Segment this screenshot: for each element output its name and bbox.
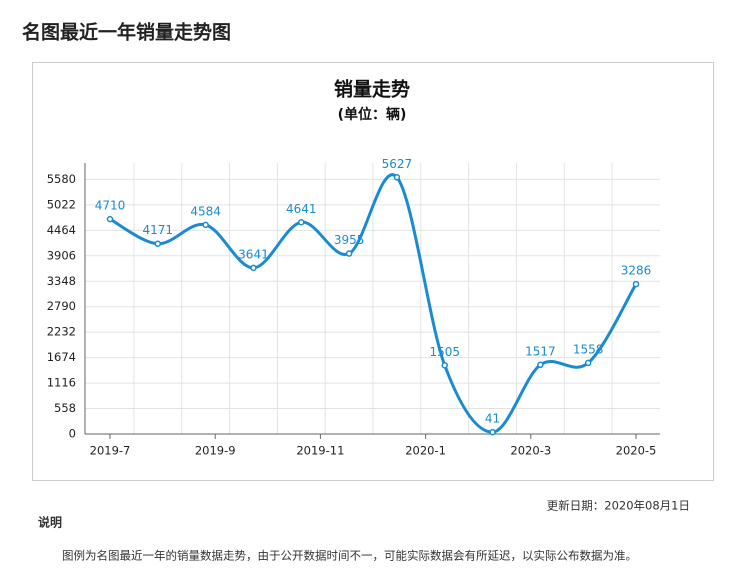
data-label: 3641 <box>238 247 269 261</box>
y-tick-label: 5580 <box>47 172 76 186</box>
y-tick-label: 558 <box>54 401 76 415</box>
y-tick-label: 3348 <box>47 274 76 288</box>
data-label: 1558 <box>573 342 604 356</box>
x-tick-label: 2019-7 <box>90 444 131 458</box>
data-label: 3955 <box>334 233 365 247</box>
point <box>106 215 114 223</box>
y-tick-label: 2790 <box>47 299 76 313</box>
point <box>632 280 640 288</box>
point <box>154 240 162 247</box>
point <box>393 174 401 181</box>
update-date: 更新日期：2020年08月1日 <box>547 499 690 513</box>
x-tick-label: 2020-5 <box>616 444 657 458</box>
point <box>584 359 592 367</box>
page-heading: 名图最近一年销量走势图 <box>22 21 231 44</box>
note-title: 说明 <box>38 515 62 530</box>
data-label: 1505 <box>429 345 460 359</box>
y-tick-label: 1674 <box>47 350 76 364</box>
y-tick-label: 2232 <box>47 325 76 339</box>
point <box>537 361 544 369</box>
data-label: 3286 <box>621 264 652 278</box>
data-label: 41 <box>485 412 500 426</box>
data-label: 4171 <box>143 223 174 237</box>
point <box>345 250 353 257</box>
y-tick-label: 4464 <box>47 223 76 237</box>
chart-subtitle: (单位：辆) <box>338 106 407 123</box>
y-tick-label: 0 <box>69 427 76 441</box>
chart-title: 销量走势 <box>334 78 410 101</box>
data-label: 4710 <box>95 199 126 213</box>
point <box>489 428 496 436</box>
x-tick-label: 2020-1 <box>405 444 446 458</box>
note: 图例为名图最近一年的销量数据走势，由于公开数据时间不一，可能实际数据会有所延迟，… <box>62 549 637 563</box>
x-tick-label: 2019-9 <box>195 444 236 458</box>
x-tick-label: 2020-3 <box>510 444 551 458</box>
plot: 0 558 1116 1674 2232 2790 3348 3906 4464 5022 5580… <box>47 157 660 458</box>
data-label: 5627 <box>382 157 413 171</box>
data-label: 1517 <box>525 344 556 358</box>
point <box>202 221 209 229</box>
data-label: 4584 <box>190 204 221 218</box>
y-tick-label: 1116 <box>47 376 76 390</box>
point <box>250 264 257 272</box>
x-tick-label: 2019-11 <box>296 444 344 458</box>
data-label: 4641 <box>286 202 317 216</box>
point <box>441 362 448 369</box>
point <box>298 219 305 226</box>
y-tick-label: 3906 <box>47 248 76 262</box>
y-tick-label: 5022 <box>47 197 76 211</box>
